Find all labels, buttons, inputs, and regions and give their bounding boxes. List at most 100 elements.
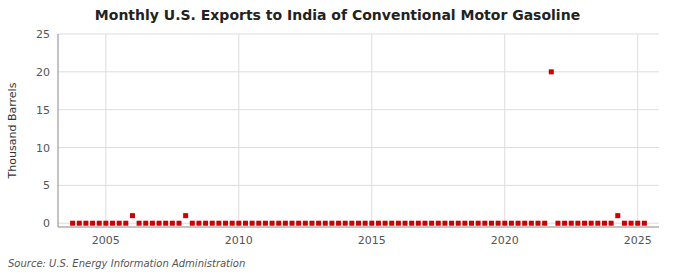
point [290, 221, 295, 226]
point [163, 221, 168, 226]
point [476, 221, 481, 226]
point [369, 221, 374, 226]
y-tick-label: 20 [36, 66, 50, 79]
point [549, 69, 554, 74]
point [642, 221, 647, 226]
point [296, 221, 301, 226]
grid [58, 34, 659, 227]
point [462, 221, 467, 226]
y-tick-label: 10 [36, 142, 50, 155]
point [602, 221, 607, 226]
point [469, 221, 474, 226]
point [622, 221, 627, 226]
points [70, 69, 647, 225]
point [416, 221, 421, 226]
y-axis-label: Thousand Barrels [6, 82, 19, 179]
point [329, 221, 334, 226]
y-tick-label: 5 [43, 179, 50, 192]
chart: Monthly U.S. Exports to India of Convent… [0, 0, 675, 275]
point [250, 221, 255, 226]
point [336, 221, 341, 226]
y-grid-line [58, 34, 659, 35]
point [276, 221, 281, 226]
point [555, 221, 560, 226]
y-grid-line [58, 147, 659, 148]
point [389, 221, 394, 226]
point [516, 221, 521, 226]
point [489, 221, 494, 226]
point [303, 221, 308, 226]
point [223, 221, 228, 226]
point [243, 221, 248, 226]
point [83, 221, 88, 226]
point [522, 221, 527, 226]
y-axis-line [58, 34, 59, 227]
y-tick-label: 25 [36, 28, 50, 41]
point [343, 221, 348, 226]
point [190, 221, 195, 226]
title: Monthly U.S. Exports to India of Convent… [95, 7, 580, 23]
point [256, 221, 261, 226]
point [123, 221, 128, 226]
point [110, 221, 115, 226]
point [383, 221, 388, 226]
x-grid-line [105, 34, 106, 227]
point [210, 221, 215, 226]
point [635, 221, 640, 226]
point [183, 213, 188, 218]
point [536, 221, 541, 226]
point [396, 221, 401, 226]
point [569, 221, 574, 226]
x-tick-label: 2015 [358, 234, 386, 247]
x-tick-label: 2010 [225, 234, 253, 247]
point [615, 213, 620, 218]
point [316, 221, 321, 226]
point [130, 213, 135, 218]
point [236, 221, 241, 226]
point [589, 221, 594, 226]
point [356, 221, 361, 226]
point [157, 221, 162, 226]
point [509, 221, 514, 226]
source-note: Source: U.S. Energy Information Administ… [8, 258, 245, 269]
point [562, 221, 567, 226]
point [529, 221, 534, 226]
point [150, 221, 155, 226]
point [456, 221, 461, 226]
point [349, 221, 354, 226]
x-tick-label: 2020 [491, 234, 519, 247]
point [442, 221, 447, 226]
x-grid-line [504, 34, 505, 227]
x-tick-label: 2005 [92, 234, 120, 247]
point [176, 221, 181, 226]
point [582, 221, 587, 226]
x-tick-label: 2025 [624, 234, 652, 247]
y-tick-label: 0 [43, 217, 50, 230]
x-axis-line [58, 227, 659, 228]
point [609, 221, 614, 226]
point [137, 221, 142, 226]
y-grid-line [58, 109, 659, 110]
point [502, 221, 507, 226]
point [97, 221, 102, 226]
y-tick-label: 15 [36, 104, 50, 117]
y-grid-line [58, 185, 659, 186]
point [230, 221, 235, 226]
point [542, 221, 547, 226]
point [117, 221, 122, 226]
point [595, 221, 600, 226]
point [263, 221, 268, 226]
point [575, 221, 580, 226]
point [170, 221, 175, 226]
point [70, 221, 75, 226]
point [376, 221, 381, 226]
point [422, 221, 427, 226]
point [143, 221, 148, 226]
point [309, 221, 314, 226]
point [363, 221, 368, 226]
x-grid-line [371, 34, 372, 227]
point [270, 221, 275, 226]
point [449, 221, 454, 226]
point [216, 221, 221, 226]
point [77, 221, 82, 226]
